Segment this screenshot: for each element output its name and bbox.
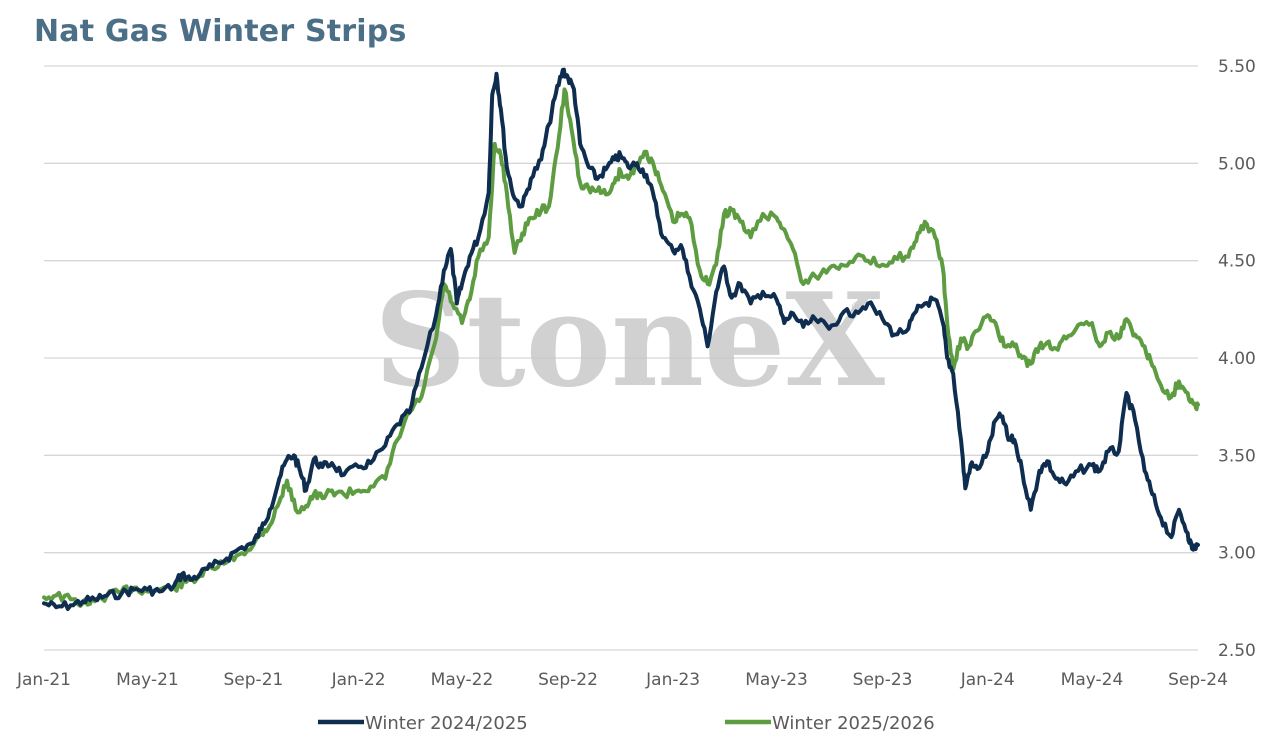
legend: Winter 2024/2025 Winter 2025/2026	[318, 713, 935, 734]
x-tick-label: Sep-21	[224, 670, 284, 690]
series-line-1	[42, 67, 1200, 611]
x-tick-label: Sep-24	[1168, 670, 1228, 690]
y-tick-label: 3.50	[1218, 446, 1256, 466]
x-tick-label: Jan-24	[960, 670, 1015, 690]
x-axis: Jan-21 May-21 Sep-21 Jan-22 May-22 Sep-22 Jan-…	[16, 670, 1228, 690]
y-tick-label: 2.50	[1218, 641, 1256, 661]
y-tick-label: 5.00	[1218, 154, 1256, 174]
y-axis: 2.50 3.00 3.50 4.00 4.50 5.00 5.50	[1218, 57, 1256, 661]
watermark: StoneX ®	[374, 266, 885, 416]
legend-label: Winter 2025/2026	[772, 713, 935, 734]
y-tick-label: 5.50	[1218, 57, 1256, 77]
y-tick-label: 4.50	[1218, 252, 1256, 272]
x-tick-label: May-22	[431, 670, 494, 690]
y-tick-label: 4.00	[1218, 349, 1256, 369]
y-tick-label: 3.00	[1218, 544, 1256, 564]
series-line-2	[42, 87, 1200, 608]
x-tick-label: May-24	[1061, 670, 1124, 690]
chart-title: Nat Gas Winter Strips	[34, 14, 407, 49]
x-tick-label: Sep-23	[853, 670, 913, 690]
x-tick-label: May-23	[745, 670, 808, 690]
x-tick-label: Jan-21	[16, 670, 71, 690]
x-tick-label: Jan-22	[331, 670, 386, 690]
legend-label: Winter 2024/2025	[365, 713, 528, 734]
x-tick-label: Sep-22	[538, 670, 598, 690]
series-lines	[42, 67, 1200, 611]
watermark-text: StoneX	[374, 266, 885, 416]
x-tick-label: May-21	[116, 670, 179, 690]
x-tick-label: Jan-23	[645, 670, 700, 690]
